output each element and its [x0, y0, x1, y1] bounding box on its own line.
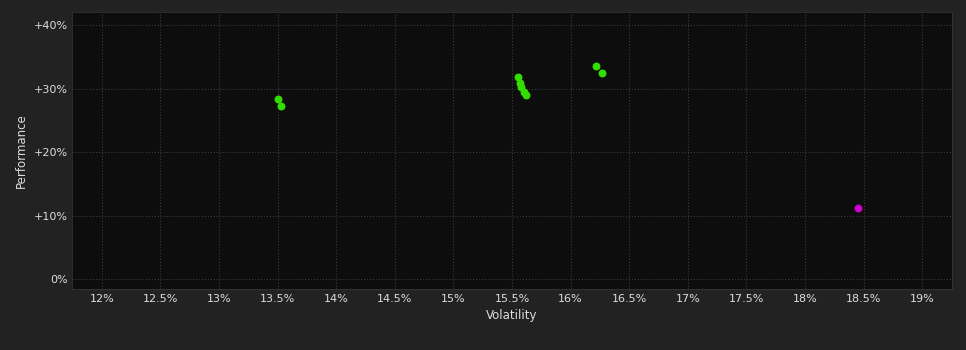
Point [273, 104, 289, 109]
Point [516, 89, 531, 95]
Point [270, 97, 285, 102]
Point [594, 70, 610, 76]
Point [512, 80, 527, 86]
Y-axis label: Performance: Performance [14, 113, 28, 188]
X-axis label: Volatility: Volatility [486, 309, 538, 322]
Point [588, 63, 604, 69]
Point [519, 92, 534, 98]
Point [514, 84, 529, 90]
Point [850, 205, 866, 211]
Point [510, 74, 526, 80]
